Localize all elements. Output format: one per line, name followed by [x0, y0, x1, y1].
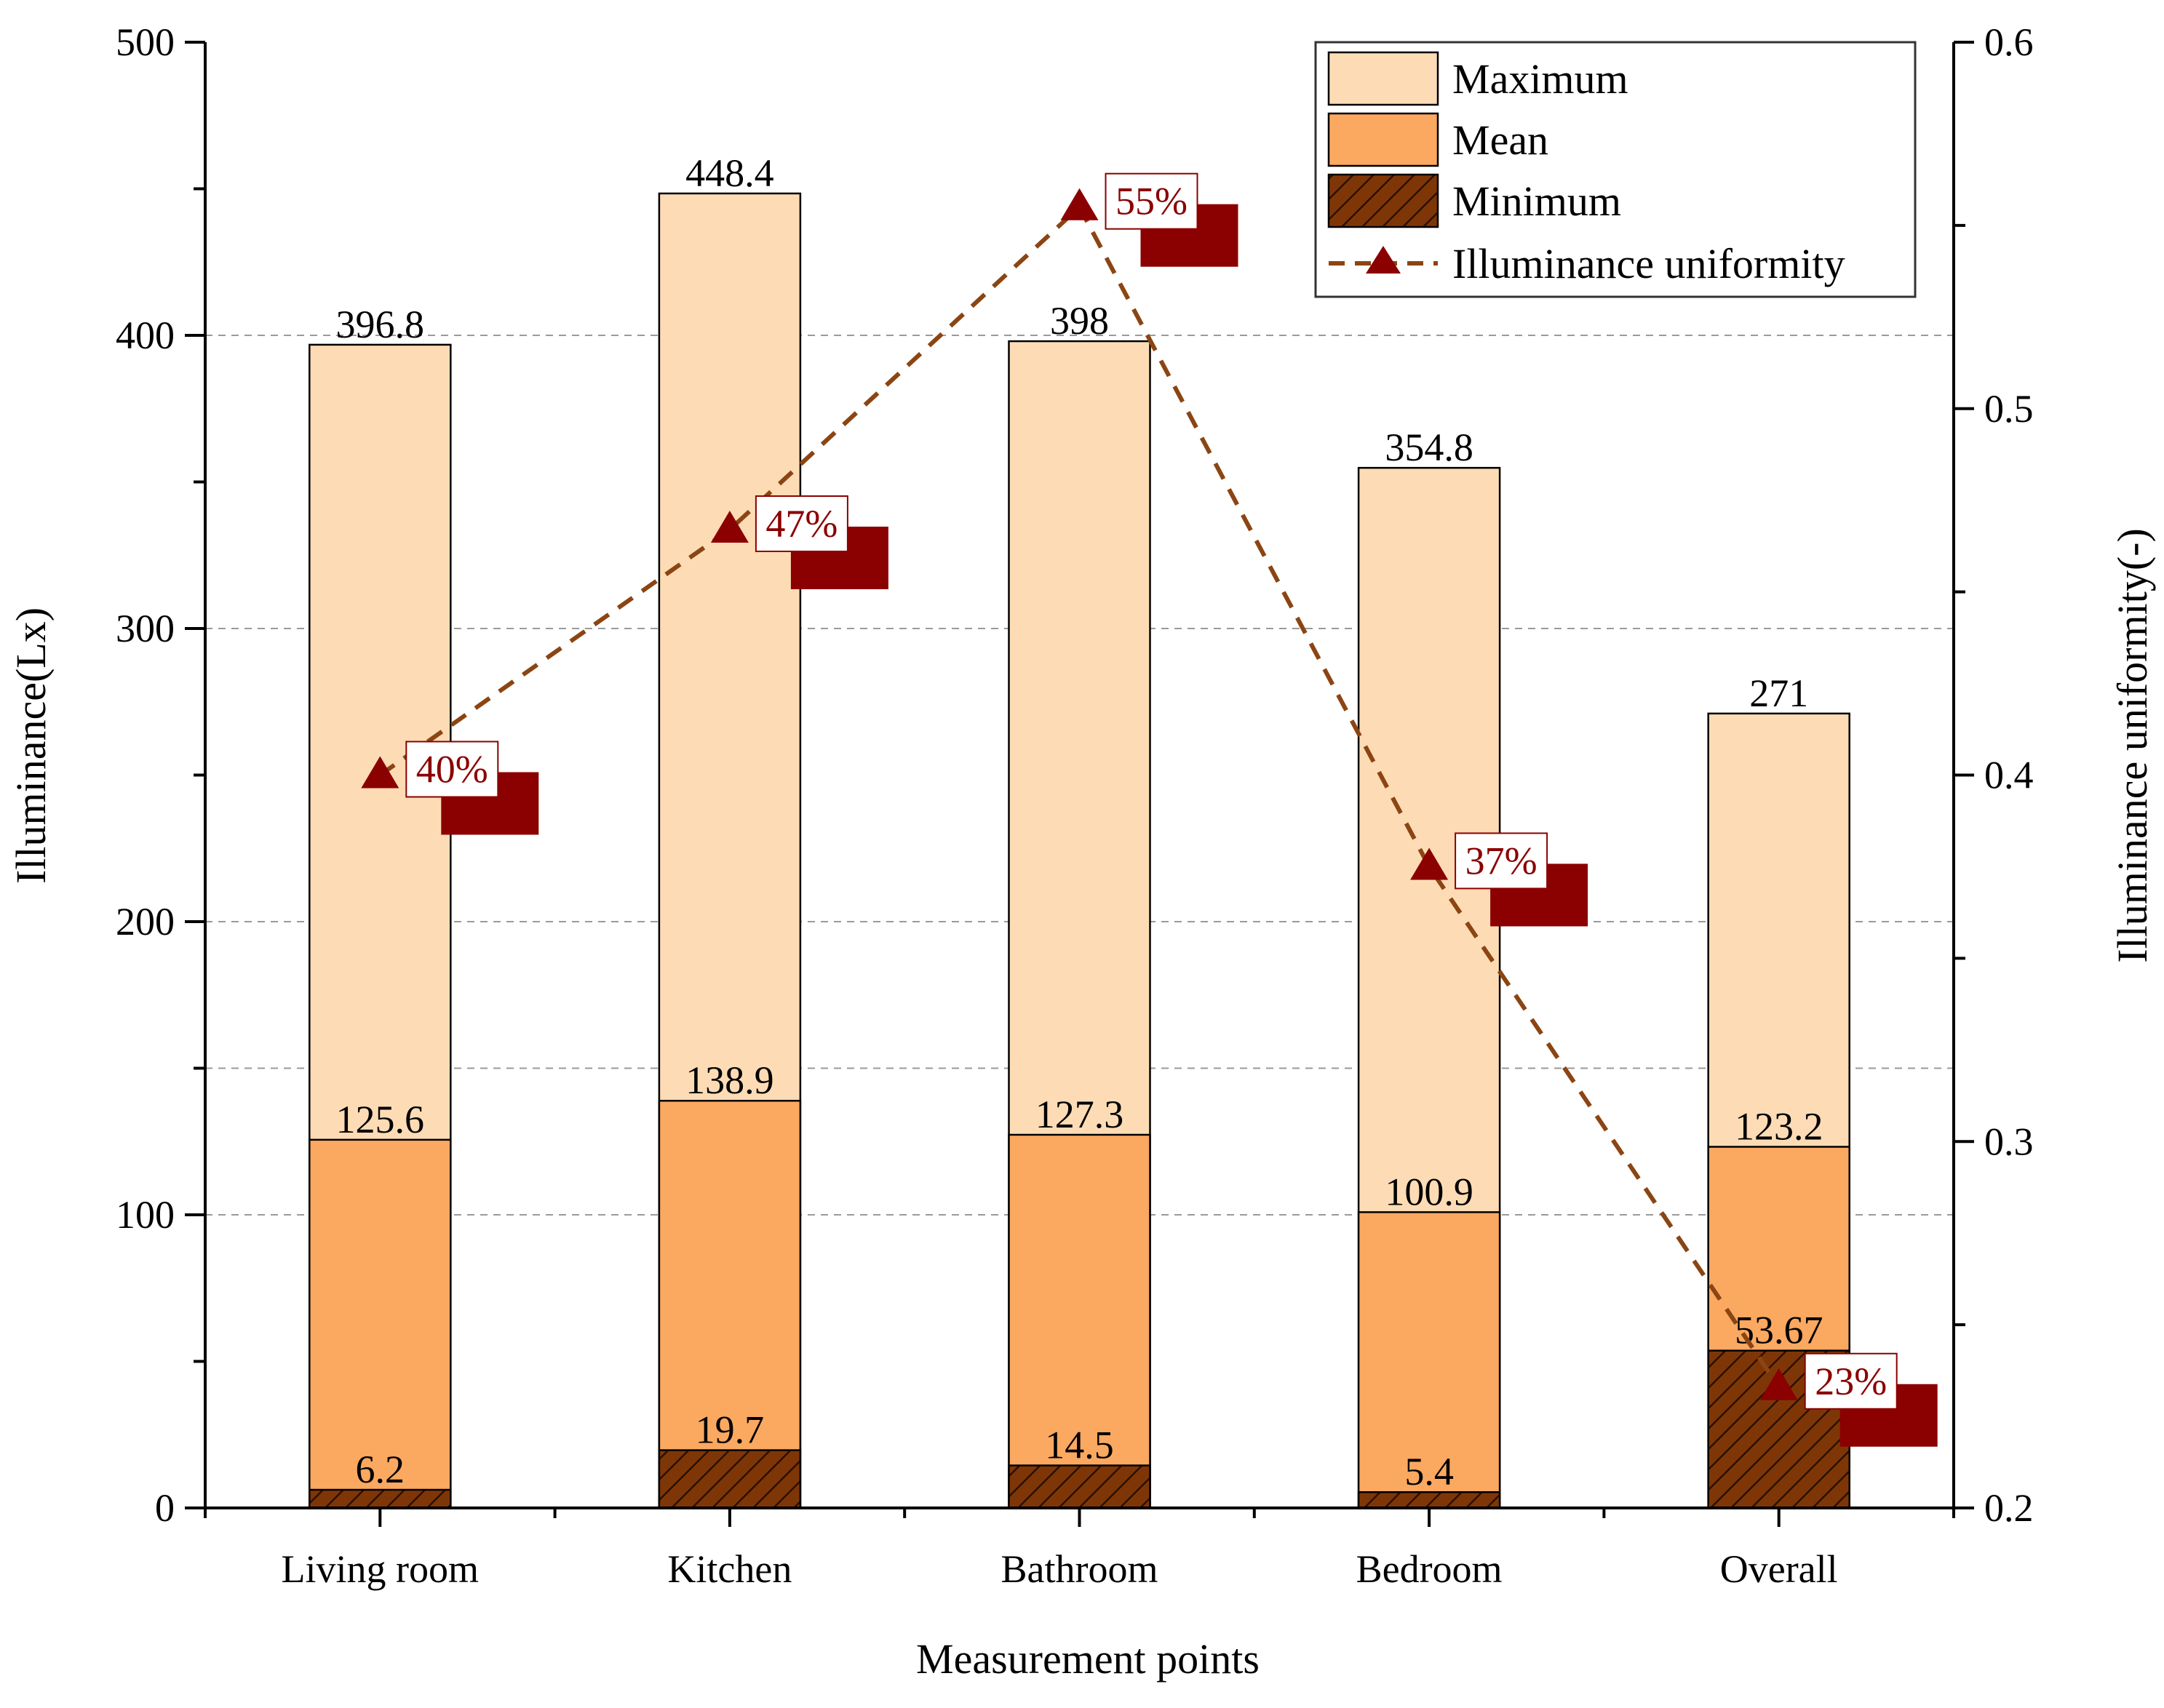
uniformity-label: 23% [1815, 1360, 1887, 1403]
uniformity-marker [1060, 188, 1099, 220]
x-tick-label: Overall [1720, 1547, 1838, 1591]
data-label-mean: 125.6 [336, 1098, 425, 1141]
data-label-minimum: 14.5 [1045, 1424, 1114, 1467]
uniformity-label: 55% [1115, 180, 1188, 223]
data-label-mean: 138.9 [685, 1058, 774, 1102]
y2-axis-title: Illuminance uniformity(-) [2109, 528, 2156, 963]
legend-label-uniformity: Illuminance uniformity [1452, 240, 1845, 287]
legend-label-maximum: Maximum [1452, 55, 1628, 103]
legend: Maximum Mean Minimum Illuminance uniform… [1314, 41, 1917, 298]
bar-mean [658, 1099, 802, 1509]
y-tick-label: 100 [116, 1193, 175, 1237]
bar-minimum [309, 1488, 452, 1509]
legend-label-minimum: Minimum [1452, 177, 1621, 225]
x-axis-title: Measurement points [916, 1635, 1260, 1683]
y-tick-label: 400 [116, 314, 175, 357]
x-tick-label: Bedroom [1356, 1547, 1503, 1591]
y-tick-label: 500 [116, 20, 175, 64]
data-label-maximum: 271 [1749, 671, 1808, 715]
y2-tick-label: 0.5 [1984, 387, 2034, 431]
data-label-mean: 123.2 [1735, 1105, 1823, 1149]
uniformity-marker [1759, 1368, 1798, 1400]
data-label-maximum: 448.4 [685, 151, 774, 195]
data-label-minimum: 5.4 [1404, 1450, 1454, 1493]
uniformity-marker [710, 510, 749, 543]
uniformity-label-box [405, 741, 499, 798]
uniformity-line: 40% 47% 55% 37% 23% [361, 172, 1938, 1447]
x-tick-label: Bathroom [1001, 1547, 1158, 1591]
y2-tick-label: 0.6 [1984, 20, 2034, 64]
bar-minimum [1357, 1490, 1501, 1509]
bar-minimum [1008, 1464, 1151, 1509]
data-label-maximum: 398 [1050, 299, 1109, 343]
data-label-mean: 127.3 [1035, 1093, 1124, 1136]
data-label-minimum: 53.67 [1735, 1309, 1823, 1352]
y-tick-label: 200 [116, 900, 175, 943]
uniformity-label: 40% [416, 748, 488, 791]
y2-tick-label: 0.3 [1984, 1120, 2034, 1163]
axes: 0 100 200 300 400 500 0.2 0.3 0.4 0.5 0.6 Living ro… [116, 20, 2034, 1591]
bar-minimum [658, 1449, 802, 1509]
bar-mean [309, 1138, 452, 1509]
bar-mean [1357, 1211, 1501, 1509]
legend-swatch-mean [1327, 112, 1439, 167]
x-tick-label: Living room [282, 1547, 479, 1591]
data-label-maximum: 354.8 [1385, 426, 1473, 469]
uniformity-label-box [1455, 832, 1548, 890]
data-label-minimum: 19.7 [696, 1408, 765, 1452]
legend-label-mean: Mean [1452, 116, 1548, 164]
legend-swatch-minimum [1327, 173, 1439, 228]
y2-tick-label: 0.4 [1984, 754, 2034, 797]
data-label-minimum: 6.2 [356, 1448, 405, 1491]
uniformity-label: 37% [1465, 839, 1538, 882]
uniformity-marker [1410, 847, 1449, 880]
y2-tick-label: 0.2 [1984, 1486, 2034, 1530]
uniformity-label-box [755, 495, 848, 552]
uniformity-label-box [1804, 1352, 1898, 1410]
bars: 396.8 448.4 398 354.8 271 125.6 138.9 127.3 100.… [309, 151, 1850, 1509]
y-axis-title: Illuminance(Lx) [7, 607, 55, 884]
y-tick-label: 0 [155, 1486, 175, 1530]
legend-swatch-maximum [1327, 51, 1439, 106]
uniformity-label: 47% [765, 502, 838, 546]
y-tick-label: 300 [116, 607, 175, 650]
x-tick-label: Kitchen [667, 1547, 792, 1591]
data-label-mean: 100.9 [1385, 1170, 1473, 1213]
uniformity-label-box [1105, 172, 1198, 230]
uniformity-marker [361, 756, 399, 789]
legend-marker-uniformity [1366, 246, 1401, 274]
data-label-maximum: 396.8 [336, 303, 425, 346]
